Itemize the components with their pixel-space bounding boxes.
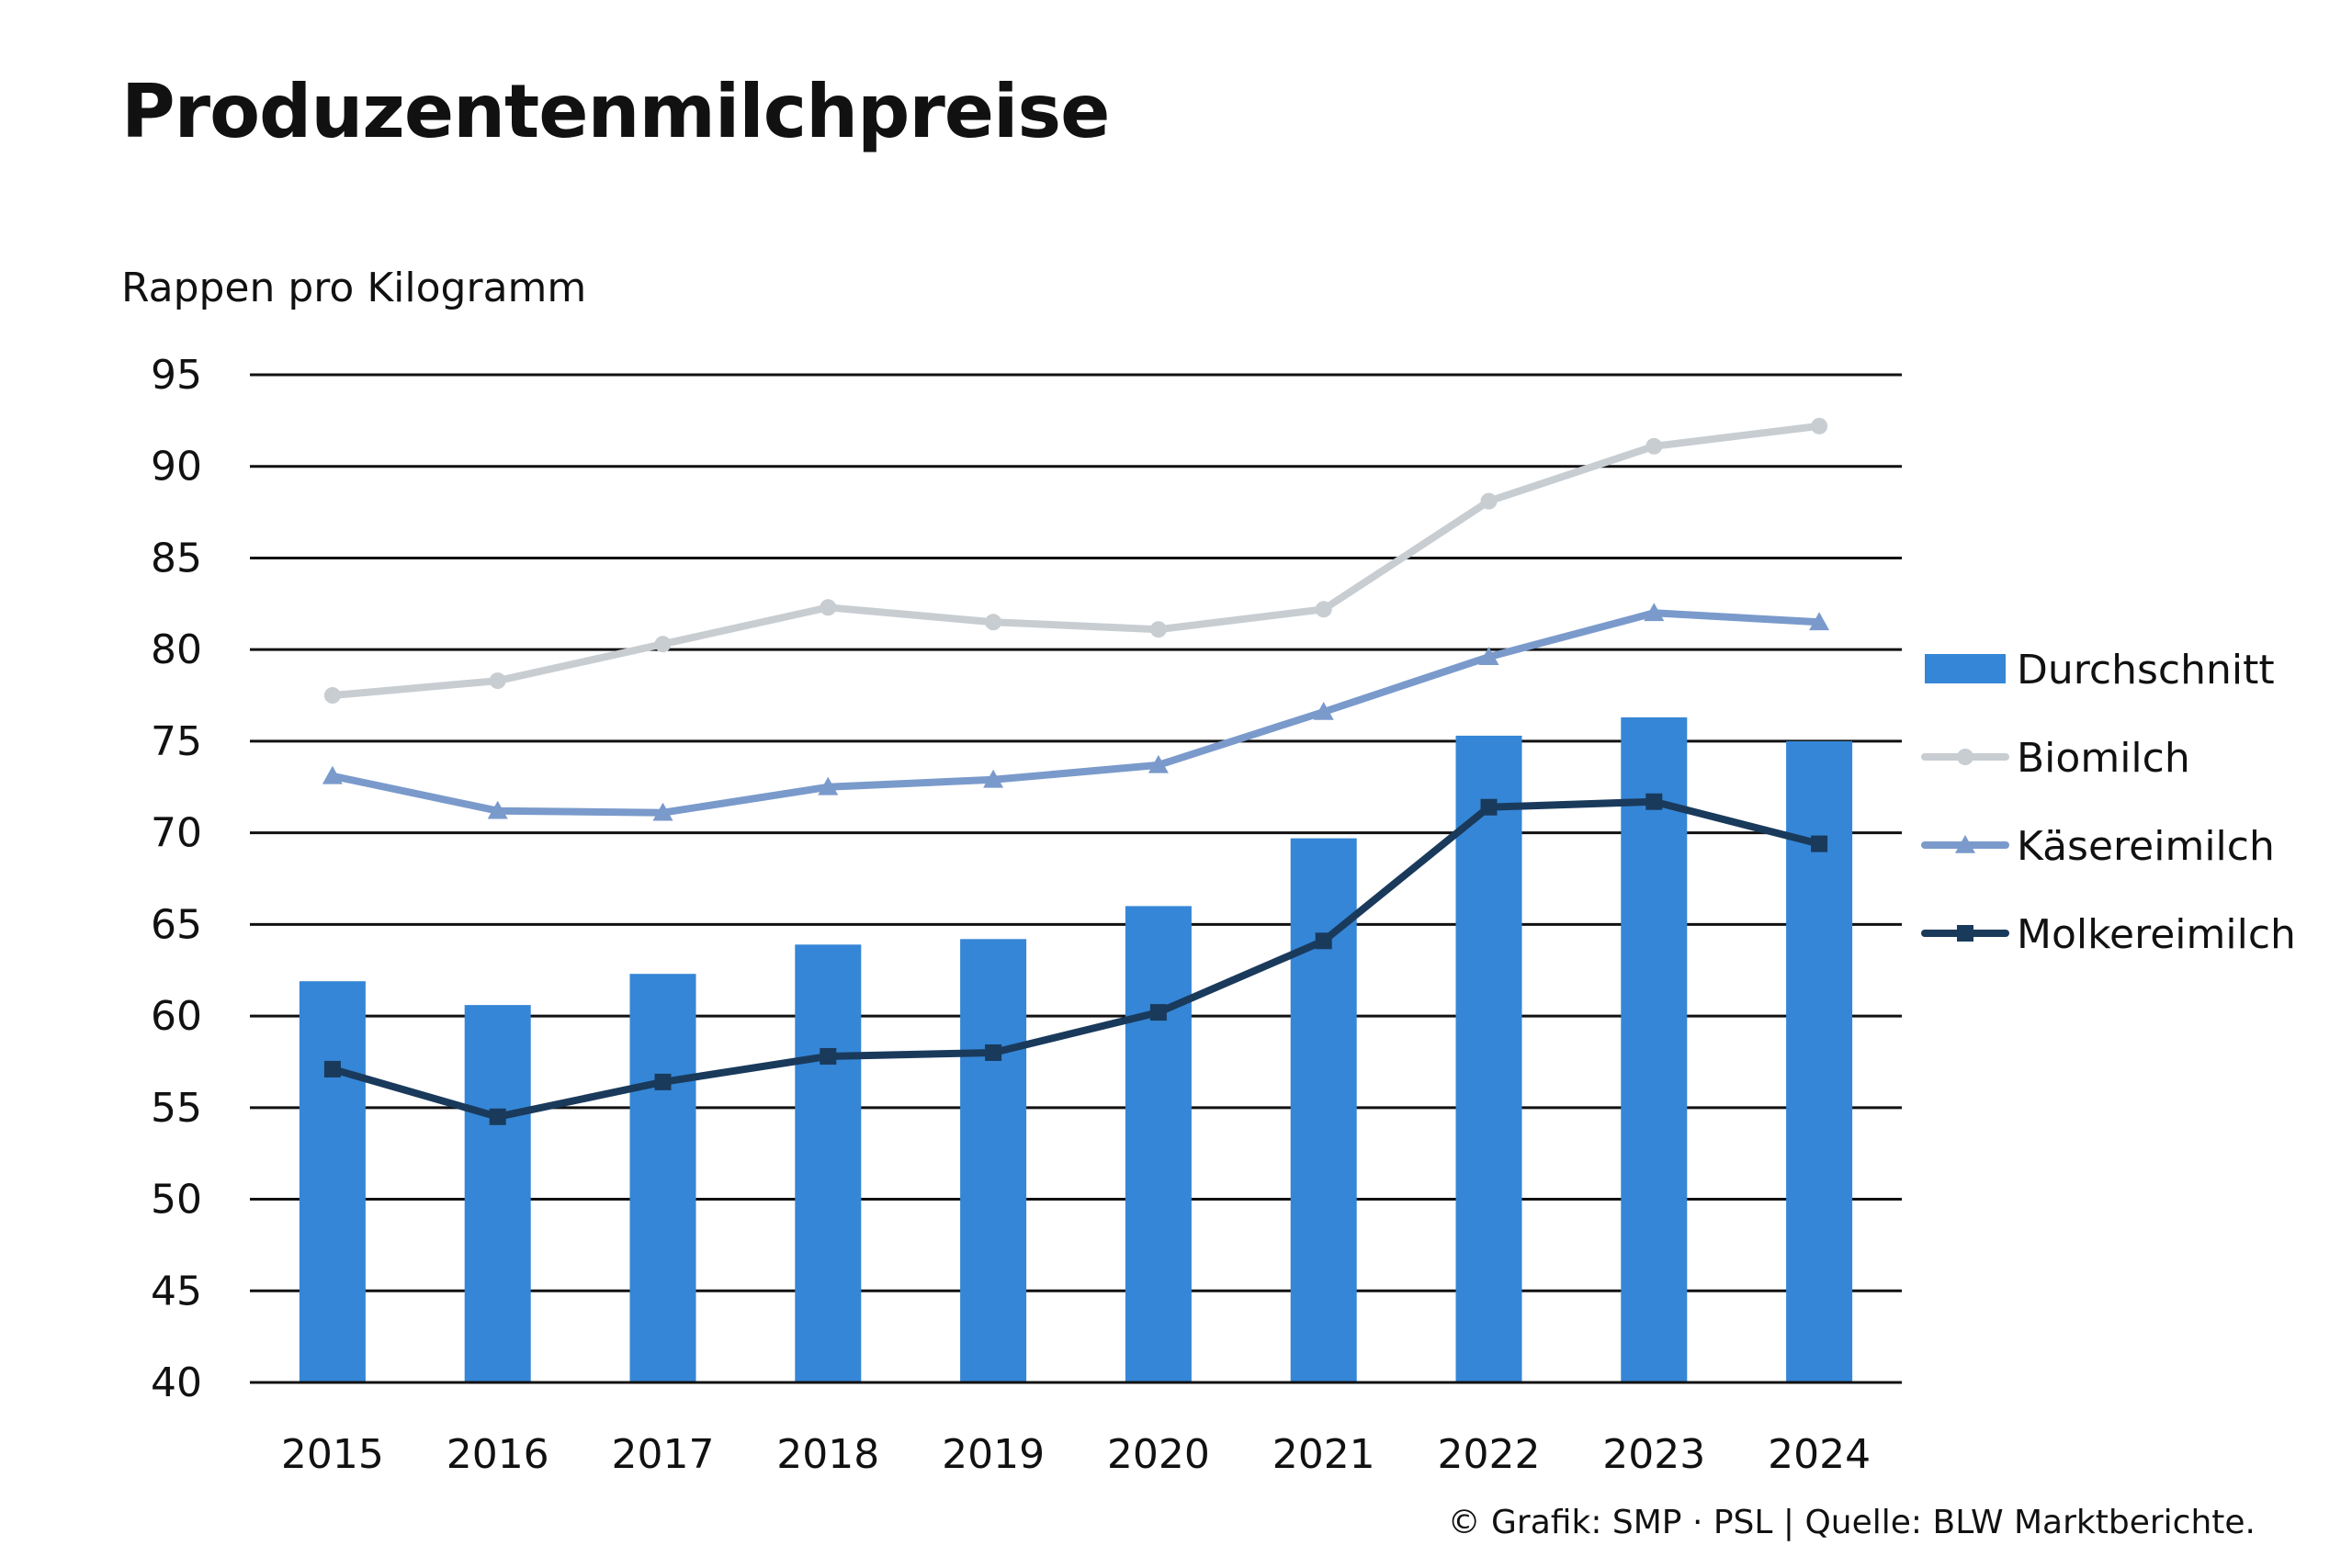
y-tick-label: 50 (151, 1177, 202, 1224)
x-tick-label: 2018 (776, 1431, 879, 1478)
y-tick-label: 70 (151, 810, 202, 857)
bar-durchschnitt-2020 (1125, 906, 1192, 1382)
point-molkereimilch-2017 (654, 1073, 672, 1090)
x-tick-label: 2024 (1768, 1431, 1871, 1478)
x-tick-label: 2019 (942, 1431, 1045, 1478)
x-tick-label: 2021 (1272, 1431, 1375, 1478)
line-molkereimilch (328, 797, 1824, 1121)
point-biomilch-2022 (1480, 492, 1498, 510)
legend-label-molkereimilch: Molkereimilch (2017, 911, 2296, 958)
x-tick-label: 2022 (1438, 1431, 1541, 1478)
point-molkereimilch-2023 (1645, 793, 1663, 810)
x-tick-label: 2017 (612, 1431, 715, 1478)
x-tick-label: 2020 (1107, 1431, 1210, 1478)
y-tick-label: 75 (151, 718, 202, 765)
legend-marker-biomilch (1957, 749, 1973, 765)
legend-marker-kaesereimilch (1955, 835, 1975, 853)
point-biomilch-2018 (820, 599, 837, 616)
point-biomilch-2024 (1811, 417, 1828, 434)
point-molkereimilch-2024 (1811, 835, 1828, 852)
line-biomilch (328, 422, 1824, 700)
point-biomilch-2016 (489, 672, 506, 690)
y-tick-label: 55 (151, 1085, 202, 1132)
x-tick-label: 2015 (281, 1431, 384, 1478)
legend-marker-molkereimilch (1957, 925, 1973, 942)
y-axis-ticks: 95 90 85 80 75 70 65 60 55 50 45 40 (151, 352, 202, 1406)
chart-title: Produzentenmilchpreise (121, 69, 1110, 154)
point-kaesereimilch-2017 (652, 802, 673, 821)
legend-item-biomilch: Biomilch (1921, 735, 2190, 782)
line-kaesereimilch (328, 609, 1824, 817)
point-kaesereimilch-2016 (487, 800, 508, 819)
point-kaesereimilch-2021 (1313, 701, 1334, 720)
bar-durchschnitt-2018 (795, 944, 862, 1382)
legend: Durchschnitt Biomilch Käsereimilch Molkerei… (1921, 647, 2296, 958)
bar-durchschnitt-2017 (629, 974, 696, 1382)
legend-label-kaesereimilch: Käsereimilch (2017, 823, 2275, 870)
point-kaesereimilch-2018 (818, 776, 839, 795)
point-kaesereimilch-2024 (1809, 612, 1830, 631)
bar-series (250, 716, 1902, 1384)
point-kaesereimilch-2023 (1644, 603, 1665, 622)
source-note: © Grafik: SMP · PSL | Quelle: BLW Marktb… (1447, 1504, 2256, 1541)
bar-durchschnitt-2023 (1621, 716, 1688, 1382)
y-tick-label: 80 (151, 626, 202, 673)
point-kaesereimilch-2020 (1148, 754, 1169, 773)
point-molkereimilch-2018 (820, 1047, 837, 1065)
point-biomilch-2015 (323, 687, 341, 705)
point-molkereimilch-2016 (489, 1108, 506, 1125)
point-biomilch-2019 (985, 614, 1002, 631)
point-kaesereimilch-2015 (322, 765, 343, 784)
y-tick-label: 60 (151, 993, 202, 1040)
y-axis-unit-label: Rappen pro Kilogramm (121, 265, 587, 311)
y-tick-label: 45 (151, 1268, 202, 1314)
legend-item-molkereimilch: Molkereimilch (1921, 911, 2296, 958)
bar-durchschnitt-2019 (960, 939, 1027, 1382)
point-biomilch-2020 (1149, 621, 1167, 638)
legend-item-durchschnitt: Durchschnitt (1925, 647, 2275, 694)
bar-durchschnitt-2022 (1455, 735, 1522, 1382)
bar-durchschnitt-2016 (464, 1005, 531, 1382)
y-tick-label: 95 (151, 352, 202, 399)
line-series (322, 417, 1830, 1125)
y-tick-label: 85 (151, 535, 202, 581)
point-biomilch-2021 (1315, 601, 1332, 618)
point-molkereimilch-2022 (1480, 798, 1498, 816)
bar-durchschnitt-2015 (299, 981, 366, 1382)
point-kaesereimilch-2019 (983, 769, 1004, 788)
point-molkereimilch-2020 (1149, 1004, 1167, 1021)
point-molkereimilch-2021 (1315, 932, 1332, 950)
x-axis-ticks: 2015 2016 2017 2018 2019 2020 2021 2022 2023 2024 (281, 1431, 1871, 1478)
point-biomilch-2017 (654, 636, 672, 653)
bar-durchschnitt-2021 (1290, 838, 1357, 1382)
y-tick-label: 40 (151, 1359, 202, 1406)
y-tick-label: 65 (151, 901, 202, 948)
point-molkereimilch-2019 (985, 1043, 1002, 1061)
point-kaesereimilch-2022 (1478, 647, 1499, 665)
legend-swatch-durchschnitt (1925, 654, 2006, 683)
legend-label-biomilch: Biomilch (2017, 735, 2190, 782)
x-tick-label: 2023 (1602, 1431, 1705, 1478)
point-molkereimilch-2015 (323, 1060, 341, 1077)
legend-item-kaesereimilch: Käsereimilch (1921, 823, 2275, 870)
point-biomilch-2023 (1645, 437, 1663, 455)
y-tick-label: 90 (151, 444, 202, 491)
legend-label-durchschnitt: Durchschnitt (2017, 647, 2275, 694)
x-tick-label: 2016 (447, 1431, 549, 1478)
